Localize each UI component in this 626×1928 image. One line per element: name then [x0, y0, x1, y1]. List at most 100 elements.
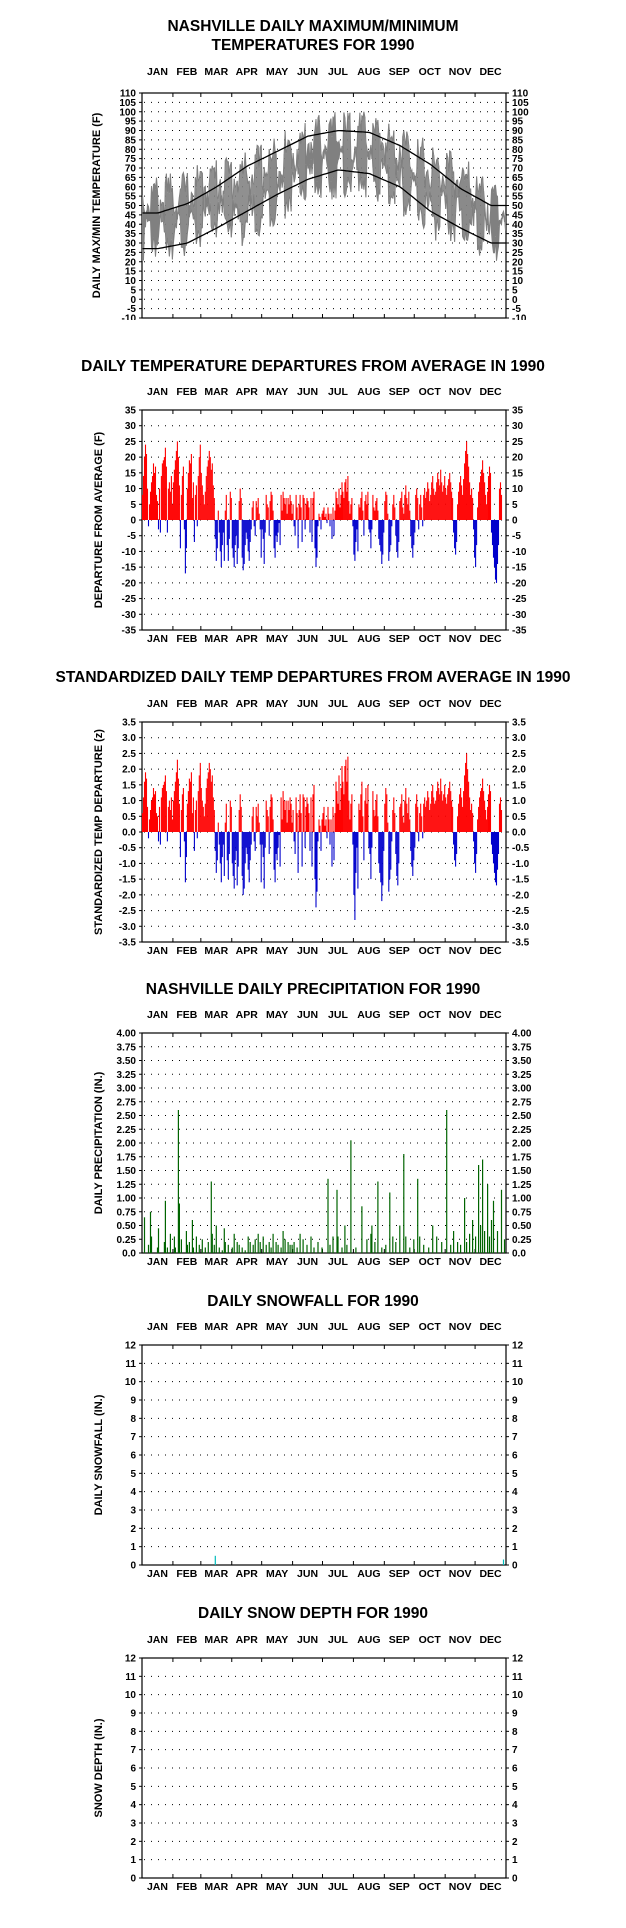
y-tick-label-right: -0.5 [512, 843, 530, 854]
chart-title-precipitation: NASHVILLE DAILY PRECIPITATION FOR 1990 [145, 981, 481, 998]
y-tick-label-left: 5 [130, 1469, 136, 1480]
y-tick-label-left: 0 [130, 516, 136, 527]
y-tick-label-right: 12 [512, 1341, 524, 1352]
chart-title-departures: DAILY TEMPERATURE DEPARTURES FROM AVERAG… [81, 358, 545, 375]
y-tick-label-right: 3.25 [512, 1070, 532, 1081]
month-label-top: MAY [266, 66, 288, 78]
month-label-bottom: SEP [389, 945, 410, 954]
month-label-bottom: JUL [328, 1568, 348, 1577]
month-label-top: APR [236, 1634, 259, 1646]
y-tick-label-right: 6 [512, 1764, 518, 1775]
y-tick-label-right: -25 [512, 594, 527, 605]
y-tick-label-left: 2 [130, 1524, 136, 1535]
y-tick-label-left: 5 [130, 1782, 136, 1793]
month-label-top: APR [236, 66, 259, 78]
y-tick-label-right: 60 [512, 182, 524, 193]
y-tick-label-right: 5 [512, 1782, 518, 1793]
y-tick-label-right: 1.5 [512, 780, 526, 791]
y-tick-label-left: 20 [125, 453, 137, 464]
plot-frame [141, 1657, 507, 1879]
month-label-bottom: MAR [204, 1256, 228, 1265]
month-label-top: JAN [147, 1321, 168, 1333]
month-label-top: DEC [479, 1009, 502, 1021]
month-label-bottom: MAY [266, 1256, 288, 1265]
month-label-top: DEC [479, 386, 502, 398]
month-label-top: OCT [419, 698, 442, 710]
month-label-top: AUG [357, 1634, 380, 1646]
y-axis-label: SNOW DEPTH (IN.) [93, 1718, 105, 1817]
y-tick-label-right: 75 [512, 154, 524, 165]
month-label-top: FEB [176, 1321, 197, 1333]
month-label-top: MAR [204, 66, 228, 78]
month-label-bottom: AUG [357, 1881, 380, 1890]
month-label-bottom: OCT [419, 945, 442, 954]
month-label-bottom: JUL [328, 945, 348, 954]
chart-title-temps: NASHVILLE DAILY MAXIMUM/MINIMUM [167, 18, 459, 35]
y-tick-label-right: 3 [512, 1506, 518, 1517]
month-label-bottom: AUG [357, 1568, 380, 1577]
month-label-bottom: NOV [449, 1568, 472, 1577]
y-tick-label-left: 9 [130, 1396, 136, 1407]
y-tick-label-left: 30 [125, 421, 137, 432]
month-label-top: AUG [357, 66, 380, 78]
month-label-top: JUN [297, 1634, 318, 1646]
y-tick-label-left: 0.0 [122, 1249, 136, 1260]
y-tick-label-right: 65 [512, 173, 524, 184]
y-tick-label-right: 2.0 [512, 765, 526, 776]
y-tick-label-left: 1.0 [122, 796, 136, 807]
y-tick-label-left: 10 [125, 1377, 137, 1388]
month-label-top: JAN [147, 386, 168, 398]
month-label-bottom: APR [236, 1568, 259, 1577]
month-label-bottom: APR [236, 1256, 259, 1265]
departure-chart: JAN JAN FEB FEB MAR MAR APR APR MAY MAY JUN JUN JUL J… [93, 386, 527, 642]
y-tick-label-left: 0 [130, 295, 136, 306]
y-tick-label-left: 60 [125, 182, 137, 193]
month-label-top: SEP [389, 1634, 410, 1646]
month-label-bottom: JUL [328, 633, 348, 642]
month-label-bottom: MAY [266, 633, 288, 642]
month-label-bottom: FEB [176, 1881, 197, 1890]
y-tick-label-right: 11 [512, 1359, 523, 1370]
y-tick-label-right: 0.0 [512, 828, 526, 839]
y-tick-label-left: 11 [125, 1359, 136, 1370]
y-tick-label-right: 0 [512, 1561, 518, 1572]
month-label-bottom: FEB [176, 1256, 197, 1265]
y-tick-label-right: -10 [512, 547, 527, 558]
y-tick-label-left: 80 [125, 145, 137, 156]
y-tick-label-left: 12 [125, 1654, 137, 1665]
month-label-top: OCT [419, 66, 442, 78]
y-tick-label-right: 10 [512, 1377, 524, 1388]
month-label-top: OCT [419, 386, 442, 398]
y-tick-label-left: 3.5 [122, 718, 136, 729]
month-label-bottom: MAY [266, 1568, 288, 1577]
month-label-bottom: FEB [176, 633, 197, 642]
month-label-top: NOV [449, 386, 472, 398]
month-label-top: FEB [176, 66, 197, 78]
y-tick-label-right: 6 [512, 1451, 518, 1462]
month-label-top: NOV [449, 1634, 472, 1646]
month-label-top: JAN [147, 66, 168, 78]
y-tick-label-right: 3.0 [512, 733, 526, 744]
month-label-top: DEC [479, 698, 502, 710]
chart-title-snowfall: DAILY SNOWFALL FOR 1990 [207, 1293, 419, 1310]
y-tick-label-right: 10 [512, 1690, 524, 1701]
y-tick-label-left: -20 [122, 578, 137, 589]
y-tick-label-left: -0.5 [119, 843, 137, 854]
month-label-top: DEC [479, 1634, 502, 1646]
y-tick-label-left: -5 [127, 304, 136, 315]
month-label-bottom: JUN [297, 945, 318, 954]
y-tick-label-right: -20 [512, 578, 527, 589]
month-label-top: MAY [266, 1321, 288, 1333]
y-tick-label-left: 10 [125, 276, 137, 287]
y-tick-label-right: -3.5 [512, 938, 530, 949]
y-tick-label-right: -2.0 [512, 890, 530, 901]
chart-title-snowdepth: DAILY SNOW DEPTH FOR 1990 [198, 1605, 428, 1622]
month-label-bottom: APR [236, 1881, 259, 1890]
standardized-departure-chart: JAN JAN FEB FEB MAR MAR APR APR MAY MAY JUN JUN JUL J… [93, 698, 530, 954]
month-label-bottom: JUN [297, 1881, 318, 1890]
y-tick-label-right: 2.00 [512, 1139, 532, 1150]
y-tick-label-left: 75 [125, 154, 137, 165]
month-label-top: JUN [297, 66, 318, 78]
y-tick-label-right: 20 [512, 257, 524, 268]
